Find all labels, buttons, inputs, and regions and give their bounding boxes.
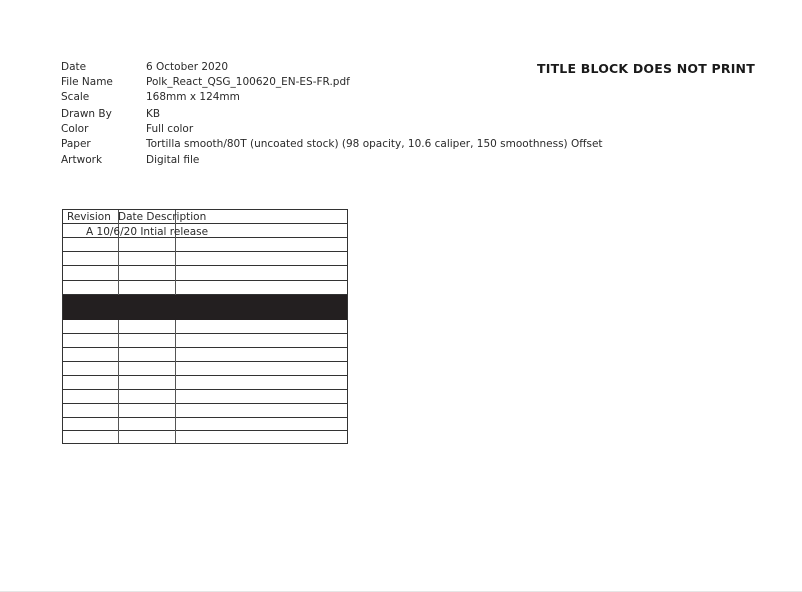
table-row <box>63 362 347 376</box>
revision-entry: A 10/6/20 Intial release <box>86 226 209 238</box>
table-row <box>63 334 347 348</box>
field-label-date: Date <box>61 61 87 73</box>
field-value-drawn-by: KB <box>146 108 161 120</box>
field-value-artwork: Digital file <box>146 154 200 166</box>
revision-table: Revision Date Description A 10/6/20 Inti… <box>62 209 348 444</box>
table-row <box>63 320 347 334</box>
table-row <box>63 404 347 418</box>
field-label-paper: Paper <box>61 138 91 150</box>
table-row <box>63 238 347 252</box>
column-divider <box>118 210 119 443</box>
title-block-heading: TITLE BLOCK DOES NOT PRINT <box>537 61 755 76</box>
field-value-date: 6 October 2020 <box>146 61 229 73</box>
field-label-scale: Scale <box>61 91 90 103</box>
black-separator-band <box>63 295 347 320</box>
table-header-row <box>63 210 347 224</box>
field-label-drawn-by: Drawn By <box>61 108 112 120</box>
table-row <box>63 348 347 362</box>
table-row <box>63 281 347 295</box>
field-label-artwork: Artwork <box>61 154 103 166</box>
header-revision: Revision <box>67 211 111 223</box>
column-divider <box>175 210 176 443</box>
table-row <box>63 418 347 431</box>
field-value-paper: Tortilla smooth/80T (uncoated stock) (98… <box>146 138 603 150</box>
table-row <box>63 390 347 404</box>
field-label-file-name: File Name <box>61 76 113 88</box>
header-date-description: Date Description <box>118 211 207 223</box>
field-value-file-name: Polk_React_QSG_100620_EN-ES-FR.pdf <box>146 76 350 88</box>
table-row <box>63 224 347 238</box>
table-row <box>63 376 347 390</box>
field-value-color: Full color <box>146 123 194 135</box>
table-row <box>63 252 347 266</box>
table-row <box>63 266 347 281</box>
field-value-scale: 168mm x 124mm <box>146 91 240 103</box>
field-label-color: Color <box>61 123 89 135</box>
